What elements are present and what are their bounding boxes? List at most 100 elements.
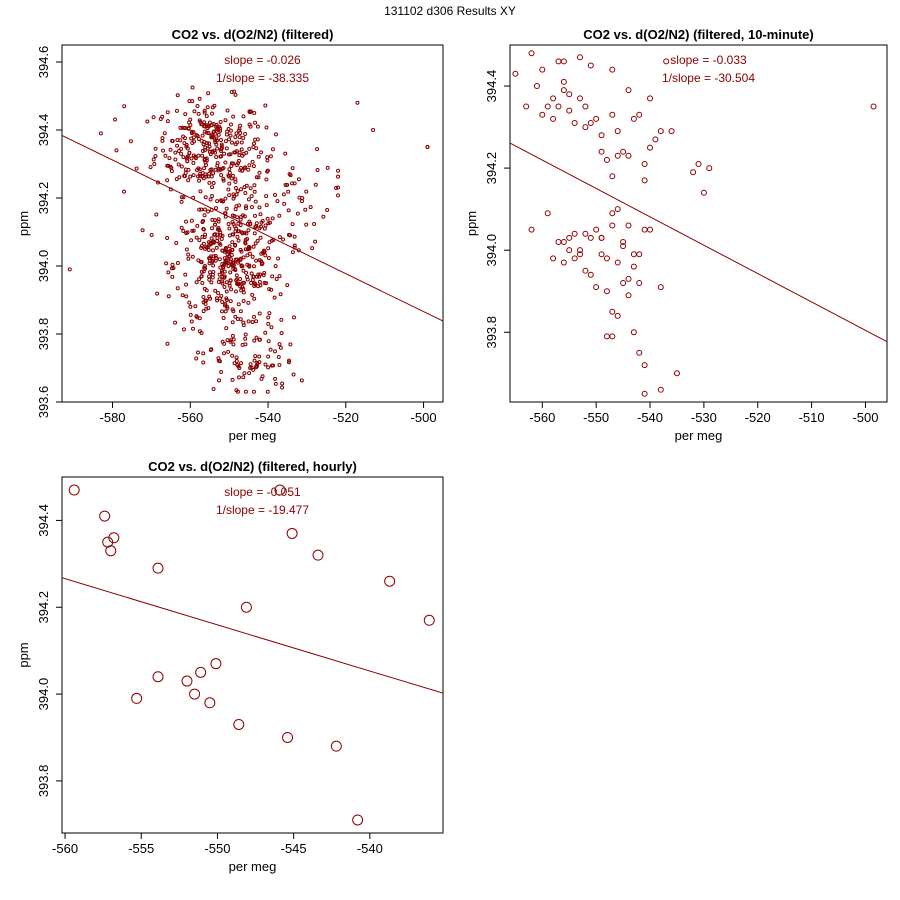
data-point [240, 231, 245, 236]
data-point [218, 233, 223, 238]
data-point [220, 281, 225, 286]
data-point [149, 233, 154, 238]
data-point [222, 274, 227, 279]
data-point [219, 370, 224, 375]
data-point [210, 111, 215, 116]
data-point [248, 365, 253, 370]
data-point [204, 306, 209, 311]
data-point [224, 296, 229, 301]
data-point [192, 109, 197, 114]
data-point [212, 232, 217, 237]
data-point [222, 341, 227, 346]
data-point [241, 268, 246, 273]
data-point [191, 130, 196, 135]
data-point [244, 204, 249, 209]
data-point [203, 145, 208, 150]
data-point [197, 118, 202, 123]
data-point [336, 168, 341, 173]
data-point [224, 289, 229, 294]
data-point [249, 194, 254, 199]
x-axis-label: per meg [229, 428, 277, 443]
data-point [265, 155, 270, 160]
data-point [256, 154, 261, 159]
data-point [212, 222, 217, 227]
data-point [173, 157, 178, 162]
data-point [214, 245, 219, 250]
data-point [228, 122, 233, 127]
x-tick-label: -510 [799, 410, 825, 425]
data-point [186, 178, 191, 183]
data-point [423, 614, 435, 626]
data-point [152, 562, 164, 574]
data-point [265, 216, 270, 221]
data-point [253, 241, 258, 246]
data-point [195, 666, 207, 678]
data-point [234, 192, 239, 197]
data-point [355, 100, 360, 105]
data-point [528, 226, 535, 233]
data-point [194, 356, 199, 361]
data-point [211, 240, 216, 245]
data-point [275, 199, 280, 204]
data-point [227, 181, 232, 186]
data-point [577, 95, 584, 102]
data-point [296, 177, 301, 182]
data-point [247, 122, 252, 127]
data-point [229, 257, 234, 262]
data-point [208, 167, 213, 172]
data-point [213, 288, 218, 293]
y-axis-label: ppm [16, 211, 31, 236]
data-point [292, 181, 297, 186]
data-point [240, 280, 245, 285]
data-point [225, 252, 230, 257]
data-point [663, 58, 670, 65]
data-point [277, 342, 282, 347]
data-point [235, 363, 240, 368]
data-point [67, 267, 72, 272]
data-point [243, 332, 248, 337]
data-point [200, 149, 205, 154]
data-point [252, 183, 257, 188]
data-point [209, 135, 214, 140]
data-point [114, 148, 119, 153]
data-point [207, 277, 212, 282]
data-point [277, 274, 282, 279]
data-point [352, 814, 364, 826]
data-point [166, 270, 171, 275]
data-point [252, 141, 257, 146]
data-point [108, 532, 120, 544]
data-point [219, 173, 224, 178]
data-point [174, 177, 179, 182]
data-point [276, 256, 281, 261]
data-point [191, 228, 196, 233]
data-point [212, 218, 217, 223]
y-tick-label: 393.8 [484, 316, 499, 349]
data-point [582, 230, 589, 237]
data-point [190, 254, 195, 259]
data-point [257, 337, 262, 342]
data-point [539, 111, 546, 118]
chart-title: CO2 vs. d(O2/N2) (filtered, hourly) [148, 459, 357, 474]
data-point [211, 121, 216, 126]
data-point [235, 282, 240, 287]
data-point [265, 158, 270, 163]
data-point [223, 196, 228, 201]
data-point [245, 253, 250, 258]
data-point [625, 222, 632, 229]
data-point [209, 174, 214, 179]
data-point [280, 381, 285, 386]
data-point [308, 205, 313, 210]
data-point [217, 241, 222, 246]
data-point [226, 221, 231, 226]
data-point [325, 165, 330, 170]
data-point [241, 298, 246, 303]
plot-frame [509, 44, 888, 403]
data-point [221, 265, 226, 270]
data-point [226, 187, 231, 192]
data-point [219, 198, 224, 203]
data-point [528, 50, 535, 57]
data-point [204, 174, 209, 179]
data-point [218, 119, 223, 124]
data-point [220, 300, 225, 305]
data-point [165, 236, 170, 241]
